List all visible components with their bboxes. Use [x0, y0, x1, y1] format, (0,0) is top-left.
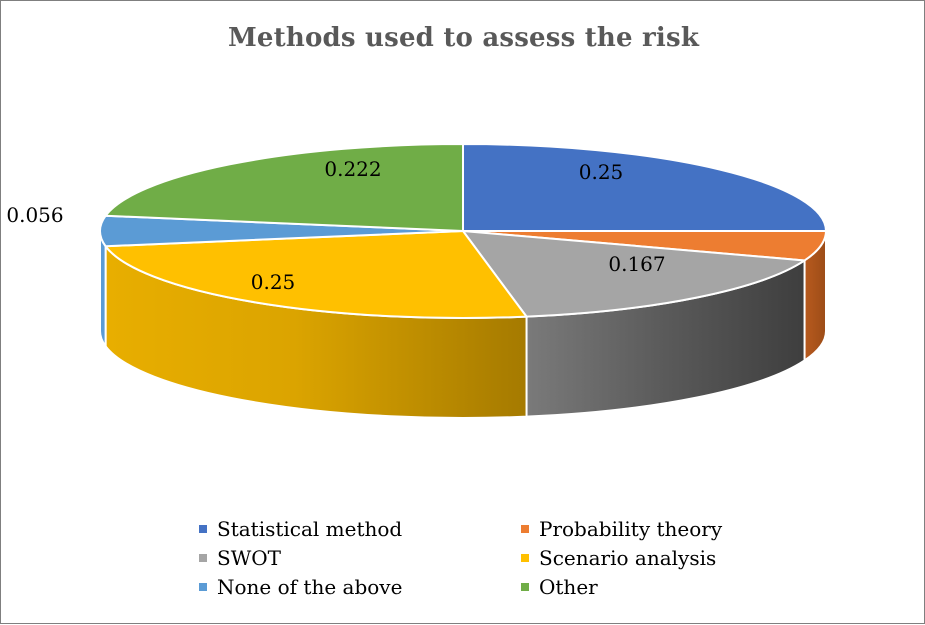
- data-label-none-of-the-above: 0.056: [6, 203, 63, 227]
- legend-item-probability-theory: Probability theory: [521, 517, 821, 541]
- legend-item-statistical-method: Statistical method: [199, 517, 521, 541]
- legend-swatch: [199, 583, 207, 591]
- slice-scenario-analysis: [104, 230, 528, 319]
- data-label-statistical-method: 0.25: [579, 160, 624, 184]
- slice-statistical-method: [462, 143, 827, 232]
- slice-side-none-of-the-above: [99, 230, 107, 350]
- legend-swatch: [521, 583, 529, 591]
- data-label-swot: 0.167: [608, 252, 665, 276]
- legend-label: Other: [539, 575, 598, 599]
- legend-swatch: [199, 554, 207, 562]
- legend: Statistical method Probability theory SWOT…: [199, 517, 819, 599]
- legend-swatch: [521, 525, 529, 533]
- chart-title: Methods used to assess the risk: [227, 23, 700, 53]
- legend-label: Probability theory: [539, 517, 723, 541]
- legend-label: None of the above: [217, 575, 403, 599]
- legend-swatch: [199, 525, 207, 533]
- legend-item-scenario-analysis: Scenario analysis: [521, 546, 821, 570]
- data-label-other: 0.222: [324, 157, 381, 181]
- legend-label: SWOT: [217, 546, 281, 570]
- legend-item-none-of-the-above: None of the above: [199, 575, 521, 599]
- data-label-scenario-analysis: 0.25: [251, 270, 296, 294]
- legend-item-other: Other: [521, 575, 821, 599]
- legend-item-swot: SWOT: [199, 546, 521, 570]
- slice-swot: [462, 230, 806, 318]
- legend-label: Scenario analysis: [539, 546, 717, 570]
- legend-swatch: [521, 554, 529, 562]
- slice-other: [104, 143, 464, 232]
- legend-label: Statistical method: [217, 517, 403, 541]
